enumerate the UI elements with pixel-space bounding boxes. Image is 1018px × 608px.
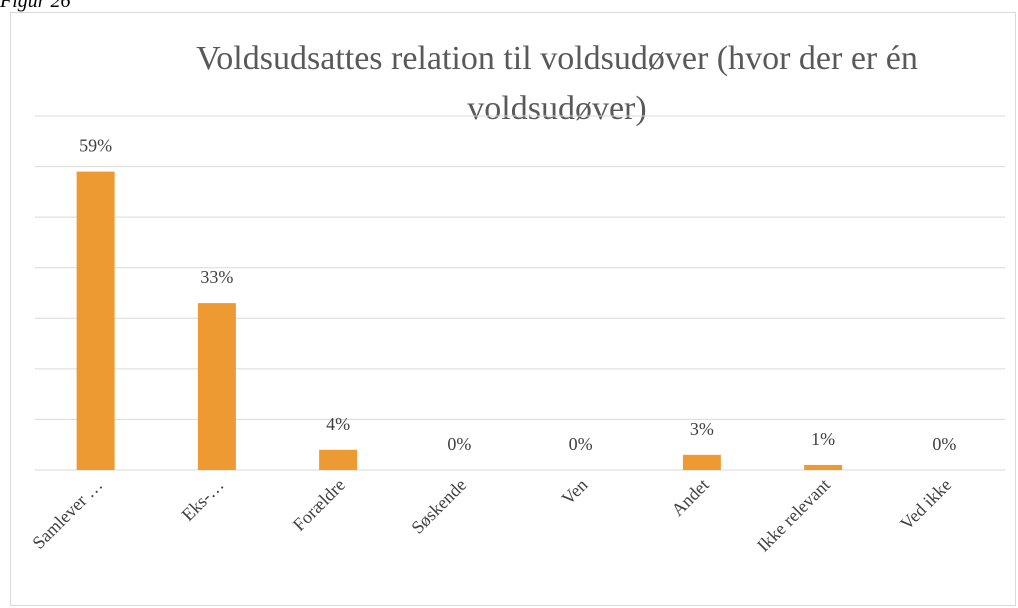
chart-title: Voldsudsattes relation til voldsudøver (… [196, 40, 918, 127]
x-tick-label: Andet [667, 475, 712, 520]
bar [804, 464, 843, 470]
figure-caption: Figur 26 [0, 0, 71, 12]
x-tick-label: Ikke relevant [753, 475, 834, 556]
x-tick-label: Ved ikke [896, 475, 955, 534]
x-tick-label: Forældre [289, 475, 349, 535]
data-label: 4% [326, 414, 350, 434]
data-label: 0% [932, 434, 956, 454]
data-label: 33% [200, 267, 233, 287]
x-tick-label: Samlever … [28, 475, 106, 553]
bar [682, 454, 721, 470]
bar [319, 449, 358, 470]
x-tick-label: Ven [558, 475, 592, 509]
chart-frame [10, 12, 1016, 606]
x-tick-label: Søskende [407, 475, 470, 538]
data-label: 0% [569, 434, 593, 454]
data-label: 3% [690, 419, 714, 439]
x-tick-label: Eks-… [177, 475, 227, 525]
data-label: 1% [811, 429, 835, 449]
data-label: 59% [79, 136, 112, 156]
bar [197, 303, 236, 470]
bar [76, 171, 115, 470]
data-label: 0% [447, 434, 471, 454]
